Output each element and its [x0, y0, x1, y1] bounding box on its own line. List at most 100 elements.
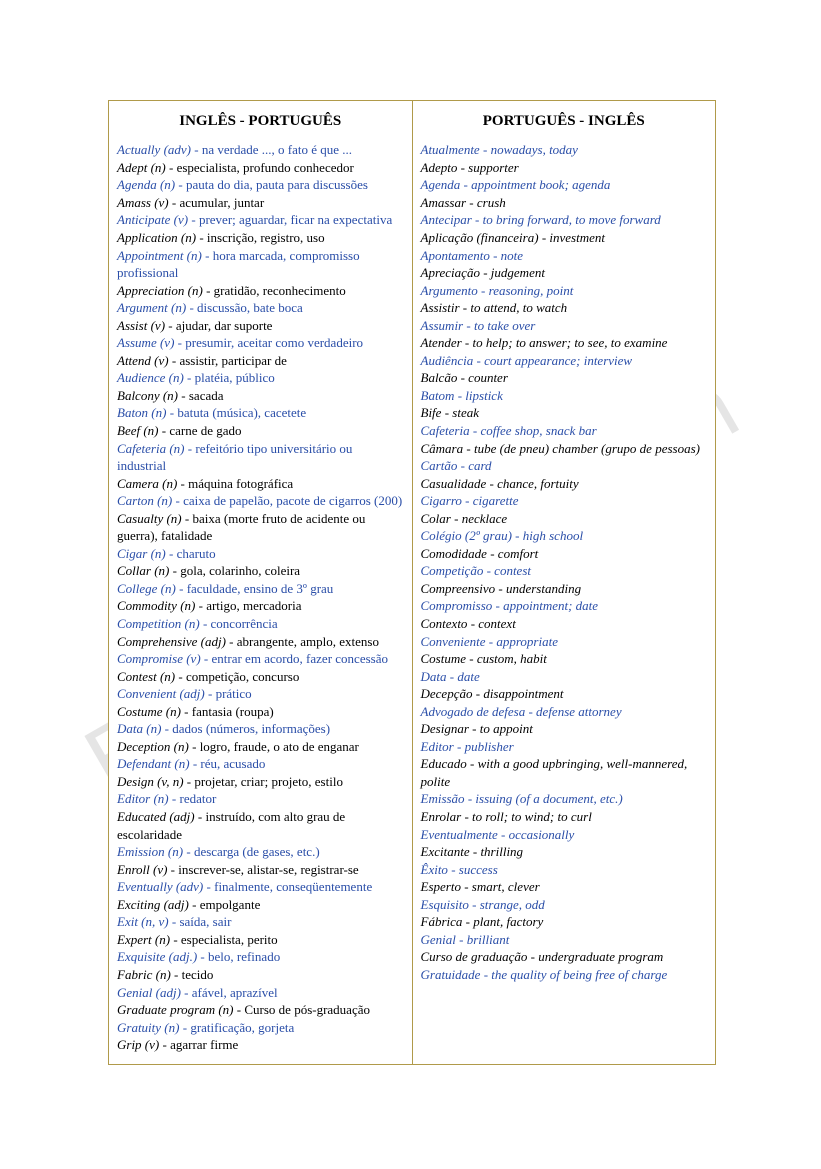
glossary-entry: Atualmente - nowadays, today	[421, 141, 708, 159]
glossary-entry: Beef (n) - carne de gado	[117, 422, 404, 440]
entry-definition: contest	[494, 563, 531, 578]
entry-definition: crush	[477, 195, 506, 210]
entry-term: Educado	[421, 756, 467, 771]
entry-definition: charuto	[177, 546, 216, 561]
entry-term: Cigar (n)	[117, 546, 166, 561]
glossary-entry: Atender - to help; to answer; to see, to…	[421, 334, 708, 352]
entry-definition: réu, acusado	[200, 756, 265, 771]
entry-term: Enroll (v)	[117, 862, 167, 877]
entry-definition: chance, fortuity	[497, 476, 579, 491]
entry-definition: batuta (música), cacetete	[177, 405, 306, 420]
entry-term: Competição	[421, 563, 484, 578]
entry-definition: saída, sair	[179, 914, 231, 929]
entry-definition: reasoning, point	[489, 283, 574, 298]
entry-definition: success	[459, 862, 498, 877]
entry-term: Grip (v)	[117, 1037, 159, 1052]
entry-definition: appointment; date	[503, 598, 598, 613]
entry-definition: disappointment	[483, 686, 563, 701]
glossary-entry: Camera (n) - máquina fotográfica	[117, 475, 404, 493]
entry-term: Agenda (n)	[117, 177, 175, 192]
glossary-entry: Design (v, n) - projetar, criar; projeto…	[117, 773, 404, 791]
glossary-entry: Enroll (v) - inscrever-se, alistar-se, r…	[117, 861, 404, 879]
entry-definition: to appoint	[480, 721, 533, 736]
entry-term: Balcão	[421, 370, 458, 385]
glossary-entry: Compromise (v) - entrar em acordo, fazer…	[117, 650, 404, 668]
glossary-entry: Application (n) - inscrição, registro, u…	[117, 229, 404, 247]
entry-term: Contexto	[421, 616, 468, 631]
entry-term: Attend (v)	[117, 353, 169, 368]
entry-term: Eventualmente	[421, 827, 498, 842]
entry-term: Emission (n)	[117, 844, 183, 859]
entry-term: Cigarro	[421, 493, 462, 508]
entry-term: Deception (n)	[117, 739, 189, 754]
entry-term: Argument (n)	[117, 300, 186, 315]
glossary-entry: Fábrica - plant, factory	[421, 913, 708, 931]
entry-definition: inscrever-se, alistar-se, registrar-se	[178, 862, 358, 877]
entry-term: Data	[421, 669, 447, 684]
entry-definition: concorrência	[211, 616, 278, 631]
entry-definition: context	[478, 616, 516, 631]
entry-term: Excitante	[421, 844, 470, 859]
entry-term: Emissão	[421, 791, 465, 806]
entry-definition: card	[468, 458, 491, 473]
entry-term: Assume (v)	[117, 335, 174, 350]
glossary-entry: Competition (n) - concorrência	[117, 615, 404, 633]
glossary-entry: Data (n) - dados (números, informações)	[117, 720, 404, 738]
entry-definition: supporter	[468, 160, 519, 175]
entry-definition: coffee shop, snack bar	[480, 423, 596, 438]
entry-definition: prever; aguardar, ficar na expectativa	[199, 212, 392, 227]
entry-term: Appointment (n)	[117, 248, 202, 263]
entry-term: Cartão	[421, 458, 458, 473]
glossary-entry: Curso de graduação - undergraduate progr…	[421, 948, 708, 966]
column-left: INGLÊS - PORTUGUÊS Actually (adv) - na v…	[109, 101, 413, 1064]
glossary-entry: Genial - brilliant	[421, 931, 708, 949]
column-header-right: PORTUGUÊS - INGLÊS	[421, 107, 708, 141]
entry-term: Esquisito	[421, 897, 469, 912]
glossary-entry: Casualidade - chance, fortuity	[421, 475, 708, 493]
entry-definition: appropriate	[496, 634, 558, 649]
glossary-entry: Designar - to appoint	[421, 720, 708, 738]
entry-term: Convenient (adj)	[117, 686, 205, 701]
entry-definition: ajudar, dar suporte	[176, 318, 273, 333]
entry-definition: dados (números, informações)	[172, 721, 330, 736]
entry-term: Advogado de defesa	[421, 704, 526, 719]
entry-term: Anticipate (v)	[117, 212, 188, 227]
entry-definition: court appearance; interview	[484, 353, 632, 368]
glossary-entry: Assist (v) - ajudar, dar suporte	[117, 317, 404, 335]
entry-definition: carne de gado	[169, 423, 241, 438]
entry-term: Baton (n)	[117, 405, 166, 420]
entry-term: Atender	[421, 335, 462, 350]
entry-term: Compreensivo	[421, 581, 496, 596]
glossary-entry: Cartão - card	[421, 457, 708, 475]
entry-definition: gratificação, gorjeta	[190, 1020, 294, 1035]
entry-term: Exit (n, v)	[117, 914, 169, 929]
entry-definition: smart, clever	[472, 879, 540, 894]
entry-definition: cigarette	[473, 493, 519, 508]
entry-definition: empolgante	[200, 897, 261, 912]
entry-definition: especialista, profundo conhecedor	[177, 160, 354, 175]
entry-definition: tube (de pneu) chamber (grupo de pessoas…	[474, 441, 700, 456]
column-header-left: INGLÊS - PORTUGUÊS	[117, 107, 404, 141]
entry-term: Batom	[421, 388, 455, 403]
entry-term: Expert (n)	[117, 932, 170, 947]
entry-definition: custom, habit	[477, 651, 547, 666]
entry-term: Exquisite (adj.)	[117, 949, 197, 964]
glossary-entry: Defendant (n) - réu, acusado	[117, 755, 404, 773]
glossary-entry: Editor (n) - redator	[117, 790, 404, 808]
entry-definition: faculdade, ensino de 3º grau	[187, 581, 334, 596]
glossary-entry: Data - date	[421, 668, 708, 686]
entry-definition: necklace	[462, 511, 507, 526]
entry-term: Argumento	[421, 283, 478, 298]
entry-term: Colégio (2º grau)	[421, 528, 512, 543]
glossary-entry: Casualty (n) - baixa (morte fruto de aci…	[117, 510, 404, 545]
entry-term: Êxito	[421, 862, 448, 877]
glossary-entry: Êxito - success	[421, 861, 708, 879]
entry-term: Data (n)	[117, 721, 161, 736]
entry-term: Comprehensive (adj)	[117, 634, 226, 649]
entry-term: Casualty (n)	[117, 511, 182, 526]
glossary-entry: Emissão - issuing (of a document, etc.)	[421, 790, 708, 808]
entry-definition: to take over	[474, 318, 535, 333]
glossary-entry: Comodidade - comfort	[421, 545, 708, 563]
entry-term: Casualidade	[421, 476, 487, 491]
entry-definition: to attend, to watch	[470, 300, 567, 315]
